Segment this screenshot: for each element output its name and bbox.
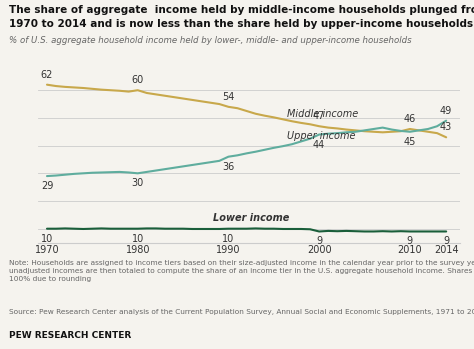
Text: 1970 to 2014 and is now less than the share held by upper-income households: 1970 to 2014 and is now less than the sh… [9, 19, 474, 29]
Text: 46: 46 [404, 114, 416, 124]
Text: 60: 60 [132, 75, 144, 85]
Text: 47: 47 [313, 111, 325, 121]
Text: 10: 10 [41, 234, 53, 244]
Text: 10: 10 [132, 234, 144, 244]
Text: 9: 9 [407, 237, 413, 246]
Text: PEW RESEARCH CENTER: PEW RESEARCH CENTER [9, 331, 132, 340]
Text: 29: 29 [41, 181, 53, 191]
Text: 45: 45 [404, 137, 416, 147]
Text: 54: 54 [222, 92, 235, 102]
Text: Note: Households are assigned to income tiers based on their size-adjusted incom: Note: Households are assigned to income … [9, 260, 474, 282]
Text: 9: 9 [443, 237, 449, 246]
Text: 36: 36 [222, 162, 235, 172]
Text: The share of aggregate  income held by middle-income households plunged from: The share of aggregate income held by mi… [9, 5, 474, 15]
Text: % of U.S. aggregate household income held by lower-, middle- and upper-income ho: % of U.S. aggregate household income hel… [9, 36, 412, 45]
Text: 49: 49 [440, 106, 452, 116]
Text: Upper income: Upper income [287, 131, 356, 141]
Text: Lower income: Lower income [213, 213, 289, 223]
Text: 9: 9 [316, 237, 322, 246]
Text: 44: 44 [313, 140, 325, 149]
Text: 43: 43 [440, 122, 452, 132]
Text: 30: 30 [132, 178, 144, 188]
Text: Middle income: Middle income [287, 109, 359, 119]
Text: 10: 10 [222, 234, 235, 244]
Text: 62: 62 [41, 70, 53, 80]
Text: Source: Pew Research Center analysis of the Current Population Survey, Annual So: Source: Pew Research Center analysis of … [9, 309, 474, 315]
